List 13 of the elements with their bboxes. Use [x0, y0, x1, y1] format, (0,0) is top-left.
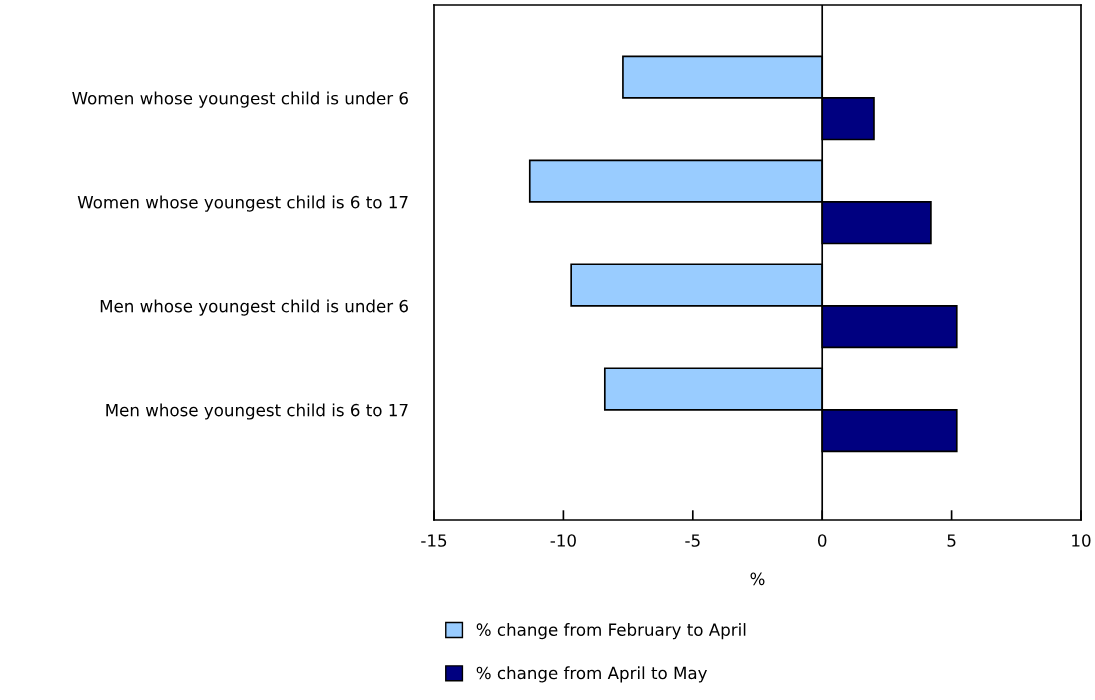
x-tick-label: -5 [685, 534, 700, 547]
x-tick-label: 0 [818, 534, 827, 547]
x-tick-label: -10 [550, 534, 576, 547]
legend-label: % change from February to April [476, 623, 746, 640]
y-tick-label: Men whose youngest child is under 6 [100, 299, 408, 316]
x-tick-label: 10 [1072, 534, 1091, 547]
x-tick-label: -15 [421, 534, 447, 547]
y-tick-label: Men whose youngest child is 6 to 17 [106, 403, 408, 420]
y-tick-label: Women whose youngest child is 6 to 17 [77, 195, 408, 212]
x-tick-label: 5 [947, 534, 956, 547]
x-axis-title: % [750, 572, 765, 586]
legend-label: % change from April to May [476, 666, 707, 683]
y-tick-label: Women whose youngest child is under 6 [72, 91, 408, 108]
